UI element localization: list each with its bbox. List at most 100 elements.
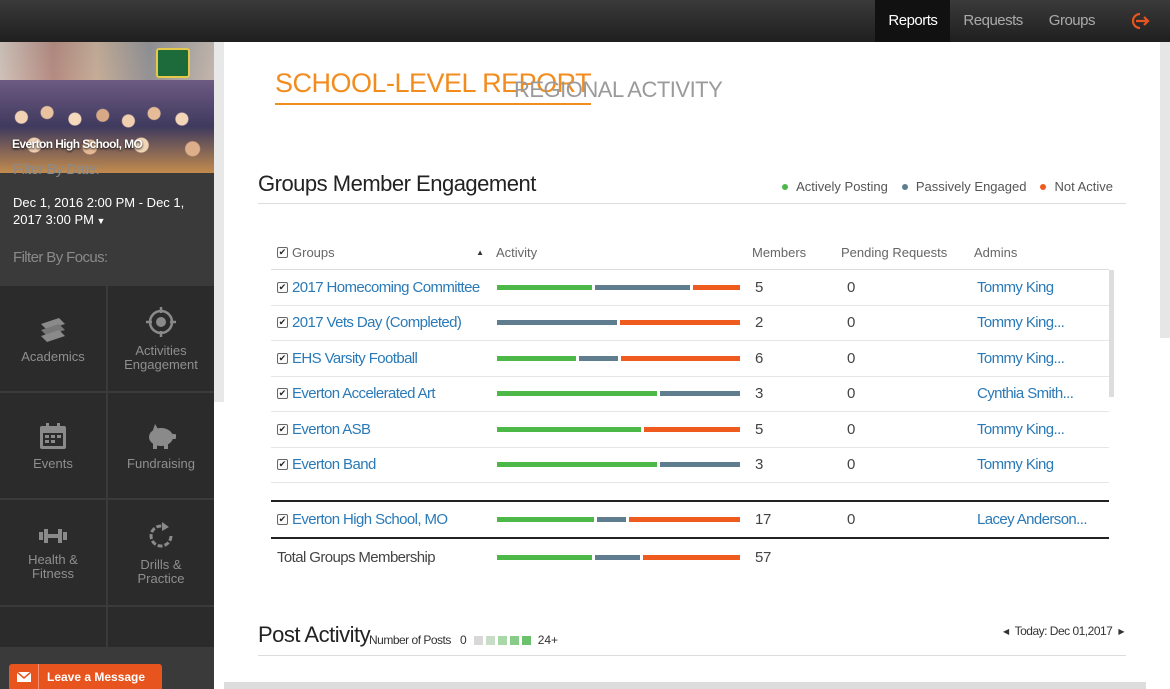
prev-day-icon[interactable]: ◀ xyxy=(1002,626,1009,636)
row-checkbox[interactable]: ✔ xyxy=(277,459,288,471)
focus-label: Drills & Practice xyxy=(137,556,185,586)
focus-more-2[interactable] xyxy=(108,607,214,647)
focus-activities[interactable]: Activities Engagement xyxy=(108,286,214,391)
leave-message-label: Leave a Message xyxy=(47,669,146,684)
filter-date-label: Filter By Date: xyxy=(13,161,100,178)
focus-drills[interactable]: Drills & Practice xyxy=(108,500,214,605)
group-link[interactable]: 2017 Homecoming Committee xyxy=(292,278,480,296)
activity-segment xyxy=(497,391,658,397)
activity-segment xyxy=(497,516,595,522)
activity-cell xyxy=(494,284,755,290)
engagement-title: Groups Member Engagement xyxy=(258,171,536,196)
group-cell: ✔ Everton Band xyxy=(271,456,494,473)
admin-link[interactable]: Tommy King xyxy=(977,278,1054,296)
activity-segment xyxy=(497,320,617,326)
activity-segment xyxy=(644,426,740,432)
focus-academics[interactable]: Academics xyxy=(0,286,106,391)
members-cell: 57 xyxy=(755,548,771,566)
pending-cell: 0 xyxy=(847,278,855,296)
table-row: ✔ Everton Accelerated Art 3 0 Cynthia Smith.… xyxy=(271,377,1109,412)
row-checkbox[interactable]: ✔ xyxy=(277,281,288,293)
tab-school-level-report[interactable]: SCHOOL-LEVEL REPORT xyxy=(275,68,592,105)
row-checkbox[interactable]: ✔ xyxy=(277,513,288,525)
focus-fundraising[interactable]: Fundraising xyxy=(108,393,214,498)
table-scrollbar[interactable] xyxy=(1109,270,1114,397)
scale-swatch xyxy=(473,635,483,645)
date-range-dropdown[interactable]: Dec 1, 2016 2:00 PM - Dec 1, 2017 3:00 P… xyxy=(13,194,208,230)
leave-message-button[interactable]: Leave a Message xyxy=(9,664,162,689)
scale-swatch xyxy=(485,635,495,645)
school-logo xyxy=(156,48,190,78)
focus-label: Events xyxy=(33,455,73,471)
focus-label: Health & Fitness xyxy=(28,551,78,581)
legend-dot xyxy=(782,183,789,190)
row-checkbox[interactable]: ✔ xyxy=(277,388,288,400)
row-checkbox[interactable]: ✔ xyxy=(277,423,288,435)
top-bar: Reports Requests Groups xyxy=(0,0,1170,42)
row-checkbox[interactable]: ✔ xyxy=(277,352,288,364)
nav-requests[interactable]: Requests xyxy=(963,12,1023,29)
group-link[interactable]: EHS Varsity Football xyxy=(292,349,418,367)
pending-cell: 0 xyxy=(847,456,855,474)
admin-link[interactable]: Tommy King... xyxy=(977,349,1065,367)
page-scrollbar[interactable] xyxy=(1160,42,1170,338)
school-group-link[interactable]: Everton High School, MO xyxy=(292,510,448,528)
group-link[interactable]: 2017 Vets Day (Completed) xyxy=(292,314,462,332)
activity-cell xyxy=(494,355,755,361)
engagement-legend: Actively Posting Passively Engaged Not A… xyxy=(782,179,1113,194)
post-scale: 0 24+ xyxy=(460,633,558,647)
logout-button[interactable] xyxy=(1108,0,1170,42)
select-all-checkbox[interactable]: ✔ xyxy=(277,247,288,258)
group-link[interactable]: Everton ASB xyxy=(292,420,371,438)
group-link[interactable]: Everton Accelerated Art xyxy=(292,385,436,403)
pending-cell: 0 xyxy=(847,314,855,332)
scale-swatch xyxy=(521,635,531,645)
activity-cell xyxy=(494,320,755,326)
activity-segment xyxy=(628,516,740,522)
scale-swatch xyxy=(497,635,507,645)
sort-asc-icon[interactable]: ▲ xyxy=(476,248,484,257)
focus-events[interactable]: Events xyxy=(0,393,106,498)
group-link[interactable]: Everton Band xyxy=(292,456,376,474)
group-cell: ✔ 2017 Vets Day (Completed) xyxy=(271,314,494,331)
focus-grid: Academics Activities Engagement Events F… xyxy=(0,286,214,647)
nav-reports[interactable]: Reports xyxy=(875,0,951,42)
summary-rule-top xyxy=(271,500,1109,502)
activity-segment xyxy=(497,462,658,468)
admin-link[interactable]: Tommy King... xyxy=(977,314,1065,332)
pending-cell: 0 xyxy=(847,349,855,367)
tab-regional-activity[interactable]: REGIONAL ACTIVITY xyxy=(514,77,723,102)
activity-segment xyxy=(594,284,690,290)
refresh-icon xyxy=(149,521,173,547)
legend-dot xyxy=(1040,183,1047,190)
legend-label: Not Active xyxy=(1054,179,1113,194)
total-row: Total Groups Membership 57 xyxy=(271,539,1109,575)
today-label: Today: Dec 01,2017 xyxy=(1014,624,1113,638)
header-groups[interactable]: ✔ Groups ▲ xyxy=(271,245,494,260)
focus-label: Academics xyxy=(21,348,85,364)
focus-more[interactable] xyxy=(0,607,106,647)
next-day-icon[interactable]: ▶ xyxy=(1118,626,1124,636)
members-cell: 5 xyxy=(755,278,763,296)
admin-link[interactable]: Tommy King xyxy=(977,456,1054,474)
admin-link[interactable]: Tommy King... xyxy=(977,420,1065,438)
activity-bar xyxy=(497,391,740,397)
activity-bar xyxy=(497,284,740,290)
admin-link[interactable]: Lacey Anderson... xyxy=(977,510,1087,528)
admin-link[interactable]: Cynthia Smith... xyxy=(977,385,1074,403)
caret-down-icon: ▼ xyxy=(93,216,106,226)
calendar-icon xyxy=(40,422,66,449)
activity-bar xyxy=(497,516,740,522)
group-cell: ✔ Everton ASB xyxy=(271,421,494,438)
table-row: ✔ Everton ASB 5 0 Tommy King... xyxy=(271,412,1109,448)
activity-cell xyxy=(494,426,755,432)
engagement-table: ✔ Groups ▲ Activity Members Pending Requ… xyxy=(271,236,1109,483)
legend-passively-engaged: Passively Engaged xyxy=(901,179,1027,194)
nav-groups[interactable]: Groups xyxy=(1048,12,1096,29)
focus-health[interactable]: Health & Fitness xyxy=(0,500,106,605)
row-checkbox[interactable]: ✔ xyxy=(277,317,288,329)
activity-segment xyxy=(578,355,619,361)
legend-label: Passively Engaged xyxy=(915,179,1027,194)
school-row: ✔ Everton High School, MO 17 0 Lacey And… xyxy=(271,500,1109,538)
school-name: Everton High School, MO xyxy=(12,137,143,151)
